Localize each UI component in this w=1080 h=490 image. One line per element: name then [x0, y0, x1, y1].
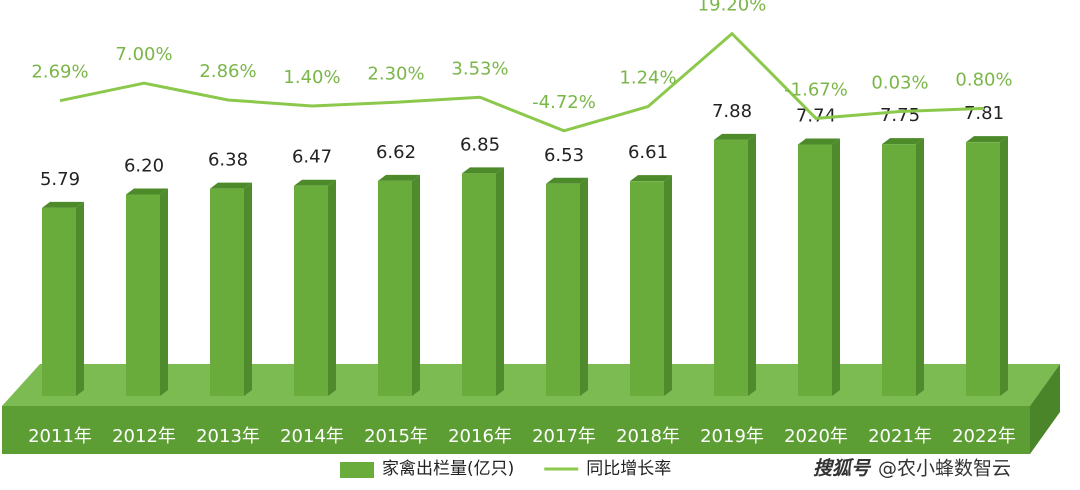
data-label: 2.30% [367, 63, 424, 84]
bar [210, 188, 244, 396]
bar [882, 144, 916, 396]
data-label: 3.53% [451, 58, 508, 79]
floor-front [2, 406, 1030, 454]
bar [714, 139, 748, 396]
bar-top [882, 138, 924, 145]
data-label: 7.75 [880, 105, 920, 126]
bar-top [966, 136, 1008, 143]
bar [798, 144, 832, 396]
bar-side [160, 188, 168, 396]
bar-side [664, 175, 672, 396]
data-label: 1.40% [283, 67, 340, 88]
line [59, 31, 985, 133]
bar [546, 183, 580, 396]
x-tick-label: 2022年 [952, 426, 1016, 447]
data-label: 6.61 [628, 142, 668, 163]
bar [966, 142, 1000, 396]
bar-top [546, 177, 588, 184]
data-label: 7.81 [964, 103, 1004, 124]
bar [294, 185, 328, 396]
bar-side [76, 201, 84, 396]
x-tick-label: 2017年 [532, 426, 596, 447]
x-tick-label: 2021年 [868, 426, 932, 447]
bar-top [294, 179, 336, 186]
data-label: 7.00% [115, 44, 172, 65]
data-label: 6.53 [544, 145, 584, 166]
x-tick-label: 2018年 [616, 426, 680, 447]
bar-top [798, 138, 840, 145]
data-label: 1.24% [619, 68, 676, 89]
x-tick-label: 2011年 [28, 426, 92, 447]
bar [378, 180, 412, 396]
x-tick-label: 2016年 [448, 426, 512, 447]
bar-top [378, 174, 420, 181]
data-label: 6.38 [208, 150, 248, 171]
data-label: 6.20 [124, 156, 164, 177]
bar-side [580, 177, 588, 396]
data-label: 0.80% [955, 69, 1012, 90]
bar-side [916, 138, 924, 396]
data-label: 2.69% [31, 62, 88, 83]
x-tick-label: 2014年 [280, 426, 344, 447]
floor-side [1030, 364, 1060, 454]
bar [462, 173, 496, 396]
data-label: 7.74 [796, 105, 836, 126]
bar-top [210, 182, 252, 189]
data-label: 6.85 [460, 134, 500, 155]
legend-label: 家禽出栏量(亿只) [382, 459, 514, 479]
bar-side [832, 138, 840, 396]
credit-logo: 搜狐号 [813, 458, 872, 480]
data-label: -1.67% [784, 79, 848, 100]
bar-side [328, 179, 336, 396]
data-label: 6.62 [376, 142, 416, 163]
bar-side [244, 182, 252, 396]
bar-side [496, 167, 504, 396]
legend-swatch [340, 462, 374, 478]
x-tick-label: 2013年 [196, 426, 260, 447]
data-label: 7.88 [712, 101, 752, 122]
bar [42, 207, 76, 396]
x-tick-label: 2020年 [784, 426, 848, 447]
bar-top [630, 175, 672, 182]
floor-top [2, 364, 1060, 406]
data-label: 19.20% [698, 0, 767, 16]
bar-top [714, 133, 756, 140]
x-tick-label: 2012年 [112, 426, 176, 447]
data-label: 6.47 [292, 147, 332, 168]
legend-label: 同比增长率 [586, 459, 671, 479]
data-label: 5.79 [40, 169, 80, 190]
bar-top [126, 188, 168, 195]
bar-top [42, 201, 84, 208]
bar-side [412, 174, 420, 396]
bar-side [1000, 136, 1008, 397]
data-label: 2.86% [199, 61, 256, 82]
bar-top [462, 167, 504, 174]
x-tick-label: 2019年 [700, 426, 764, 447]
credit-name: @农小蜂数智云 [878, 458, 1011, 480]
bar-side [748, 133, 756, 396]
bar [630, 181, 664, 396]
bar [126, 194, 160, 396]
data-label: 0.03% [871, 73, 928, 94]
data-label: -4.72% [532, 92, 596, 113]
x-tick-label: 2015年 [364, 426, 428, 447]
